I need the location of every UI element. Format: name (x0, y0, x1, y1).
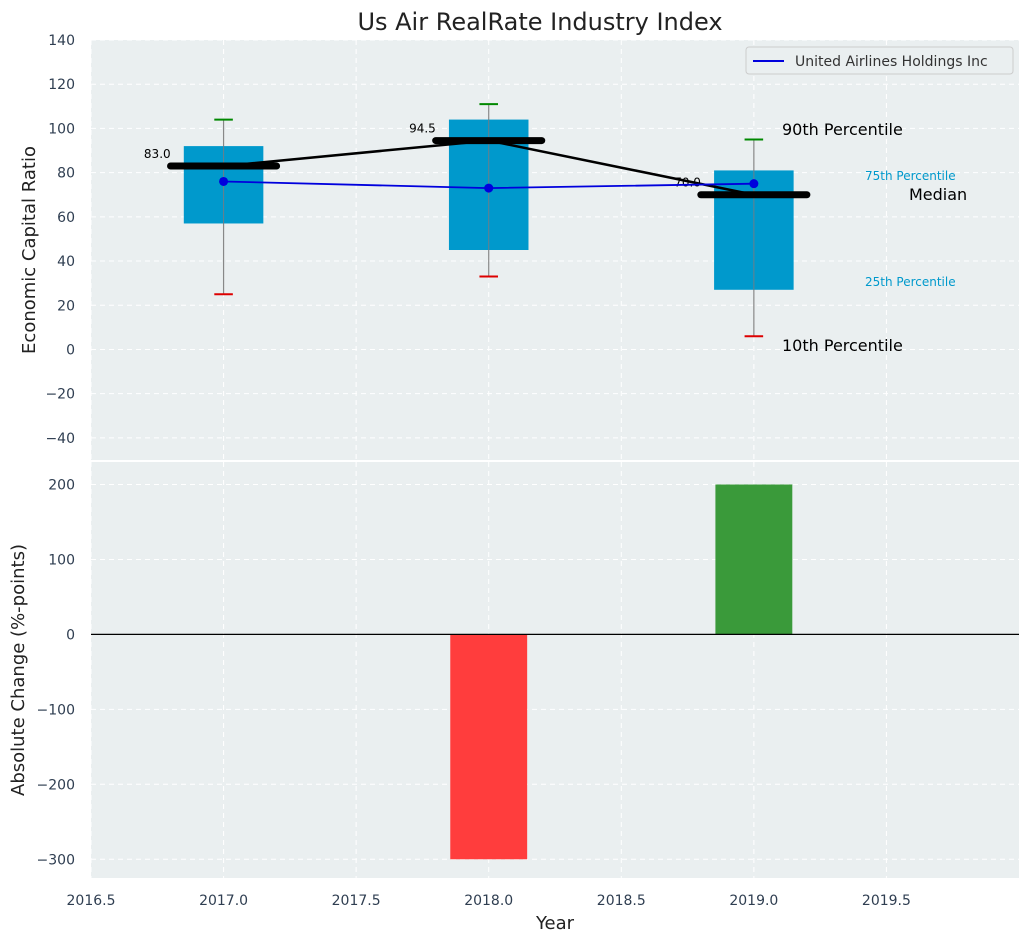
annotation-median: Median (909, 185, 967, 204)
top-y-tick-label: 40 (57, 254, 75, 270)
bottom-y-tick-label: 100 (48, 552, 75, 568)
x-tick-label: 2016.5 (67, 893, 116, 909)
legend-entry-company: United Airlines Holdings Inc (795, 54, 988, 70)
top-y-tick-label: 120 (48, 77, 75, 93)
annotation-p10: 10th Percentile (782, 336, 903, 355)
bottom-y-tick-labels: −300 −200 −100 0 100 200 (37, 477, 75, 868)
bottom-y-tick-label: 200 (48, 477, 75, 493)
x-tick-label: 2019.0 (729, 893, 778, 909)
x-tick-labels: 2016.5 2017.0 2017.5 2018.0 2018.5 2019.0 2019… (67, 893, 911, 909)
annotation-p25: 25th Percentile (865, 275, 956, 289)
top-y-tick-label: 60 (57, 210, 75, 226)
legend: United Airlines Holdings Inc (745, 46, 1014, 75)
company-series-point (484, 183, 494, 193)
bottom-plot-area (91, 462, 1019, 878)
x-tick-label: 2017.0 (199, 893, 248, 909)
x-tick-label: 2017.5 (332, 893, 381, 909)
x-axis-label: Year (535, 913, 575, 934)
bottom-y-tick-label: −100 (37, 702, 75, 718)
median-value-label: 83.0 (144, 147, 171, 161)
top-plot-area (91, 40, 1019, 460)
top-y-tick-label: 100 (48, 121, 75, 137)
change-bar (450, 634, 528, 860)
legend-box (745, 46, 1014, 75)
top-y-tick-label: 0 (66, 342, 75, 358)
x-tick-label: 2018.0 (464, 893, 513, 909)
top-y-tick-label: 140 (48, 33, 75, 49)
bottom-y-tick-label: 0 (66, 627, 75, 643)
top-y-tick-label: 20 (57, 298, 75, 314)
change-bar (715, 484, 793, 635)
bottom-y-tick-label: −200 (37, 777, 75, 793)
chart-title: Us Air RealRate Industry Index (357, 8, 722, 36)
top-y-axis-label: Economic Capital Ratio (19, 146, 40, 354)
top-y-tick-label: −20 (45, 387, 75, 403)
top-y-tick-label: −40 (45, 431, 75, 447)
median-trend-line (223, 139, 755, 196)
annotation-p75: 75th Percentile (865, 169, 956, 183)
annotation-p90: 90th Percentile (782, 120, 903, 139)
x-tick-label: 2019.5 (862, 893, 911, 909)
bottom-bars (91, 484, 1019, 860)
top-marks: 83.094.570.0 (144, 103, 811, 338)
median-value-label: 94.5 (409, 122, 436, 136)
bottom-y-tick-label: −300 (37, 852, 75, 868)
bottom-y-axis-label: Absolute Change (%-points) (8, 544, 29, 796)
x-tick-label: 2018.5 (597, 893, 646, 909)
top-y-tick-labels: −40 −20 0 20 40 60 80 100 120 140 (45, 33, 75, 447)
top-y-tick-label: 80 (57, 166, 75, 182)
company-series-point (219, 176, 229, 186)
company-series-point (749, 179, 759, 189)
